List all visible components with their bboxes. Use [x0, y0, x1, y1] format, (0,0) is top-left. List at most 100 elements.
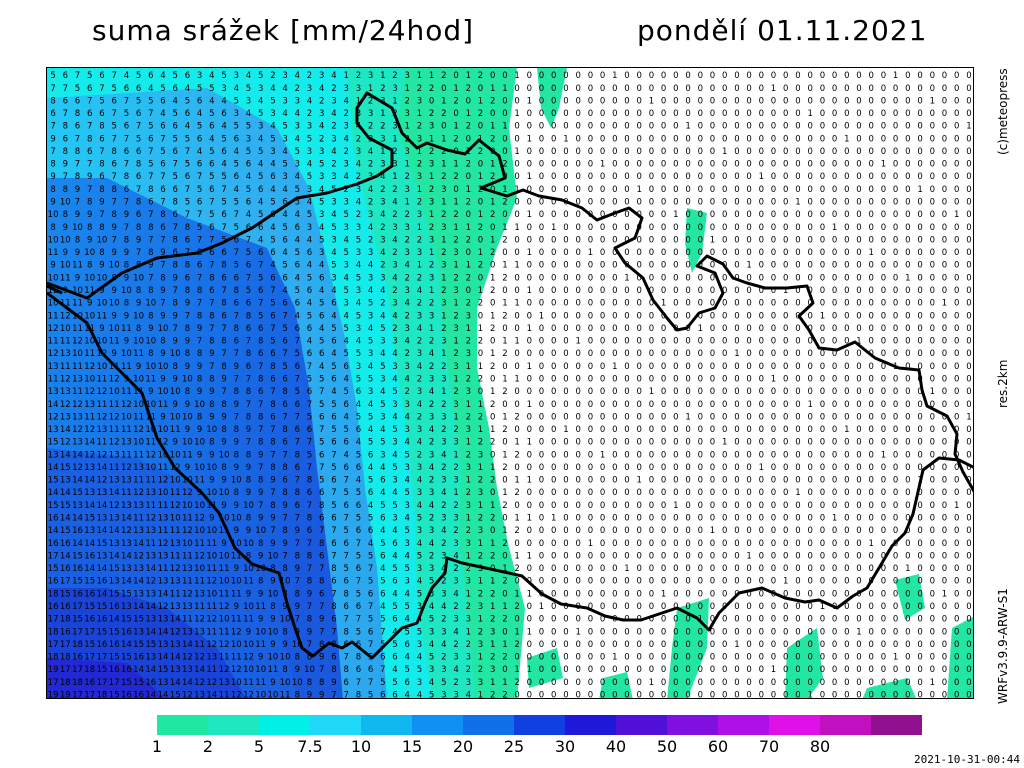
grid-value: 0 [563, 248, 568, 258]
grid-value: 4 [380, 210, 385, 220]
grid-value: 0 [551, 235, 556, 245]
grid-value: 7 [172, 160, 177, 170]
grid-value: 0 [539, 653, 544, 663]
grid-value: 0 [966, 501, 971, 511]
grid-value: 7 [282, 514, 287, 524]
grid-value: 7 [258, 261, 263, 271]
grid-value: 0 [636, 627, 641, 637]
grid-value: 2 [466, 602, 471, 612]
grid-value: 2 [441, 248, 446, 258]
grid-value: 1 [453, 223, 458, 233]
grid-value: 0 [930, 362, 935, 372]
grid-value: 0 [893, 109, 898, 119]
grid-value: 0 [710, 198, 715, 208]
grid-value: 8 [282, 665, 287, 675]
grid-value: 0 [856, 375, 861, 385]
grid-value: 10 [84, 311, 95, 321]
grid-value: 0 [563, 400, 568, 410]
grid-value: 2 [429, 147, 434, 157]
grid-value: 0 [636, 172, 641, 182]
grid-value: 4 [368, 286, 373, 296]
grid-value: 0 [673, 539, 678, 549]
grid-value: 10 [121, 349, 132, 359]
grid-value: 11 [255, 678, 266, 688]
grid-value: 0 [539, 172, 544, 182]
grid-value: 1 [649, 96, 654, 106]
grid-value: 0 [966, 539, 971, 549]
grid-value: 9 [185, 400, 190, 410]
grid-value: 5 [417, 665, 422, 675]
grid-value: 13 [109, 539, 120, 549]
grid-value: 0 [551, 539, 556, 549]
grid-value: 0 [588, 514, 593, 524]
grid-value: 0 [966, 134, 971, 144]
grid-value: 4 [453, 551, 458, 561]
grid-value: 0 [759, 514, 764, 524]
grid-value: 0 [734, 615, 739, 625]
grid-value: 0 [930, 172, 935, 182]
grid-value: 10 [170, 349, 181, 359]
grid-value: 6 [282, 476, 287, 486]
legend-swatch-2 [259, 715, 310, 735]
grid-value: 11 [145, 476, 156, 486]
grid-value: 13 [133, 526, 144, 536]
grid-value: 0 [856, 589, 861, 599]
grid-value: 9 [221, 438, 226, 448]
grid-value: 0 [490, 375, 495, 385]
grid-value: 0 [734, 311, 739, 321]
grid-value: 6 [319, 488, 324, 498]
grid-value: 0 [649, 223, 654, 233]
grid-value: 8 [319, 678, 324, 688]
grid-value: 5 [258, 71, 263, 81]
grid-value: 3 [404, 400, 409, 410]
grid-value: 9 [197, 488, 202, 498]
grid-value: 0 [893, 210, 898, 220]
grid-value: 0 [844, 286, 849, 296]
grid-value: 4 [343, 412, 348, 422]
grid-value: 12 [84, 450, 95, 460]
grid-value: 0 [930, 324, 935, 334]
grid-value: 0 [575, 640, 580, 650]
grid-value: 8 [307, 678, 312, 688]
grid-value: 8 [307, 615, 312, 625]
grid-value: 0 [636, 122, 641, 132]
grid-value: 0 [563, 349, 568, 359]
grid-value: 9 [319, 615, 324, 625]
grid-value: 0 [905, 299, 910, 309]
grid-value: 3 [453, 248, 458, 258]
grid-value: 0 [698, 488, 703, 498]
grid-value: 0 [844, 273, 849, 283]
grid-value: 0 [795, 248, 800, 258]
grid-value: 8 [270, 602, 275, 612]
grid-value: 13 [145, 589, 156, 599]
grid-value: 0 [636, 109, 641, 119]
grid-value: 0 [807, 564, 812, 574]
grid-value: 0 [710, 400, 715, 410]
grid-value: 3 [343, 198, 348, 208]
grid-value: 3 [392, 438, 397, 448]
grid-value: 0 [759, 160, 764, 170]
grid-value: 8 [295, 450, 300, 460]
grid-value: 0 [600, 412, 605, 422]
grid-value: 0 [636, 653, 641, 663]
grid-value: 0 [893, 665, 898, 675]
grid-value: 0 [624, 349, 629, 359]
grid-value: 4 [319, 362, 324, 372]
grid-value: 9 [234, 400, 239, 410]
grid-value: 1 [588, 248, 593, 258]
grid-value: 6 [124, 122, 129, 132]
grid-value: 6 [209, 185, 214, 195]
grid-value: 6 [258, 223, 263, 233]
grid-value: 6 [172, 185, 177, 195]
grid-value: 0 [649, 564, 654, 574]
grid-value: 0 [746, 450, 751, 460]
grid-value: 4 [429, 602, 434, 612]
grid-value: 0 [649, 273, 654, 283]
grid-value: 3 [319, 147, 324, 157]
grid-value: 0 [539, 261, 544, 271]
grid-value: 4 [356, 198, 361, 208]
grid-value: 0 [514, 691, 519, 700]
grid-value: 6 [356, 564, 361, 574]
grid-value: 6 [343, 463, 348, 473]
grid-value: 0 [746, 564, 751, 574]
